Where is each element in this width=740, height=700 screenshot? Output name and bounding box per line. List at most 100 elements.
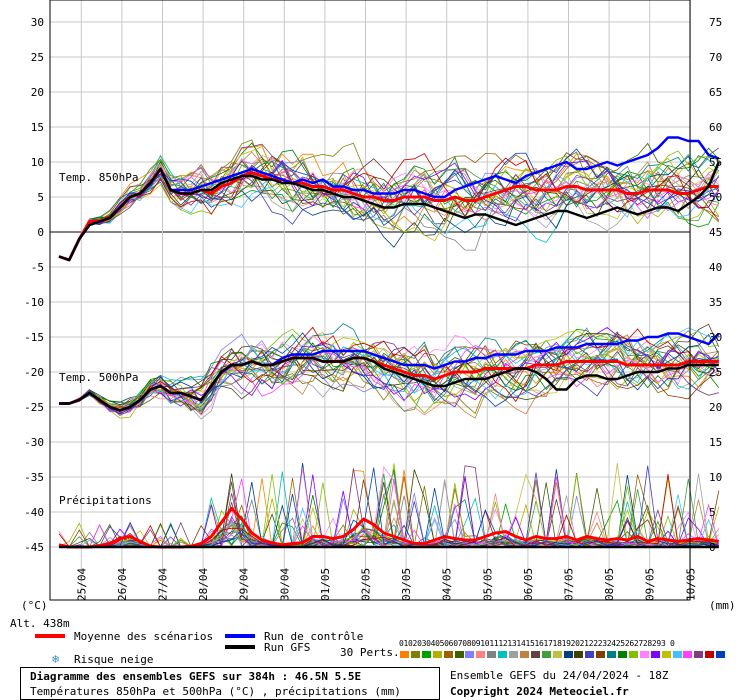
member-line: [58, 327, 719, 410]
left-tick-label: 30: [31, 16, 44, 29]
pert-color-box: [498, 651, 508, 658]
pert-color-box: [443, 651, 453, 658]
pert-color-box: [530, 651, 540, 658]
x-tick-label: 10/05: [684, 568, 697, 601]
left-tick-label: -5: [31, 261, 44, 274]
member-line: [58, 152, 720, 262]
pert-color-box: [639, 651, 649, 658]
series-line-t850: [58, 161, 720, 262]
run-info: Ensemble GEFS du 24/04/2024 - 18Z: [450, 669, 669, 682]
right-unit-label: (mm): [709, 599, 736, 612]
pert-color-box: [509, 651, 518, 658]
left-tick-label: -35: [24, 471, 44, 484]
right-tick-label: 0: [709, 541, 716, 554]
member-line: [58, 342, 720, 405]
pert-color-box: [400, 651, 409, 658]
left-tick-label: 15: [31, 121, 44, 134]
x-tick-label: 07/05: [563, 568, 576, 601]
pert-color-box: [596, 651, 606, 658]
left-tick-label: -40: [24, 506, 44, 519]
title-box: Diagramme des ensembles GEFS sur 384h : …: [20, 667, 440, 700]
pert-color-box: [672, 651, 682, 658]
pert-color-box: [716, 651, 726, 658]
pert-color-box: [487, 651, 497, 658]
pert-color-box: [585, 651, 595, 658]
left-tick-label: 20: [31, 86, 44, 99]
chart-subtitle: Températures 850hPa et 500hPa (°C) , pré…: [30, 685, 401, 698]
member-line: [58, 333, 719, 411]
x-tick-label: 01/05: [319, 568, 332, 601]
mean-legend-swatch: [35, 634, 65, 638]
member-line: [58, 333, 720, 415]
right-tick-label: 75: [709, 16, 722, 29]
pert-color-box: [607, 651, 617, 658]
copyright: Copyright 2024 Meteociel.fr: [450, 685, 629, 698]
t850-section-label: Temp. 850hPa: [59, 171, 138, 184]
x-tick-label: 26/04: [116, 568, 129, 601]
pert-color-box: [552, 651, 562, 658]
right-tick-label: 65: [709, 86, 722, 99]
member-line: [58, 145, 720, 262]
pert-color-box: [410, 651, 420, 658]
main-series: [58, 136, 720, 549]
pert-color-box: [519, 651, 529, 658]
right-tick-label: 55: [709, 156, 722, 169]
control-legend-swatch: [225, 634, 255, 638]
x-tick-label: 09/05: [644, 568, 657, 601]
x-tick-label: 28/04: [197, 568, 210, 601]
pert-color-box: [454, 651, 464, 658]
left-tick-label: 0: [37, 226, 44, 239]
pert-color-box: [683, 651, 693, 658]
x-tick-label: 08/05: [603, 568, 616, 601]
left-tick-label: -20: [24, 366, 44, 379]
right-tick-label: 45: [709, 226, 722, 239]
pert-color-box: [694, 651, 704, 658]
pert-color-box: [541, 651, 551, 658]
x-tick-label: 29/04: [238, 568, 251, 601]
left-tick-label: -25: [24, 401, 44, 414]
series-line-t500: [59, 356, 719, 412]
x-tick-label: 04/05: [441, 568, 454, 601]
member-line: [58, 345, 719, 415]
pert-color-box: [628, 651, 638, 658]
plot-frame: [49, 0, 691, 601]
x-tick-label: 25/04: [75, 568, 88, 601]
left-tick-label: -45: [24, 541, 44, 554]
right-tick-label: 5: [709, 506, 716, 519]
right-tick-label: 10: [709, 471, 722, 484]
right-tick-label: 20: [709, 401, 722, 414]
pert-numbers: 0102030405060708091011121314151617181920…: [399, 639, 675, 648]
pert-color-box: [465, 651, 475, 658]
mean-legend-label: Moyenne des scénarios: [74, 630, 214, 643]
x-tick-label: 30/04: [278, 568, 291, 601]
right-tick-label: 35: [709, 296, 722, 309]
precip-section-label: Précipitations: [59, 494, 152, 507]
gfs-legend-swatch: [225, 645, 255, 649]
right-tick-label: 30: [709, 331, 722, 344]
right-tick-label: 60: [709, 121, 722, 134]
pert-color-box: [661, 651, 671, 658]
left-unit-label: (°C): [21, 599, 48, 612]
control-legend-label: Run de contrôle: [264, 630, 364, 643]
chart-grid: [50, 0, 691, 600]
pert-color-box: [476, 651, 486, 658]
x-tick-label: 05/05: [481, 568, 494, 601]
right-tick-label: 50: [709, 191, 722, 204]
x-tick-label: 03/05: [400, 568, 413, 601]
right-tick-label: 70: [709, 51, 722, 64]
pert-color-box: [705, 651, 715, 658]
pert-color-box: [432, 651, 442, 658]
altitude-label: Alt. 438m: [10, 617, 70, 630]
perts-label: 30 Perts.: [340, 646, 400, 659]
right-tick-label: 25: [709, 366, 722, 379]
pert-color-box: [618, 651, 627, 658]
chart-title: Diagramme des ensembles GEFS sur 384h : …: [30, 670, 362, 683]
left-tick-label: 25: [31, 51, 44, 64]
left-tick-label: -10: [24, 296, 44, 309]
x-tick-label: 02/05: [360, 568, 373, 601]
left-tick-label: 10: [31, 156, 44, 169]
x-tick-label: 27/04: [157, 568, 170, 601]
left-tick-label: -15: [24, 331, 44, 344]
